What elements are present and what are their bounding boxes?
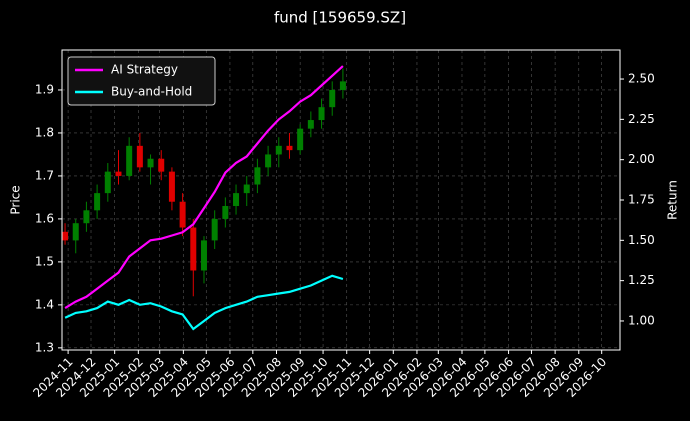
candle-body <box>115 171 122 176</box>
candle-body <box>286 145 293 151</box>
y-tick-label: 1.4 <box>35 297 54 311</box>
candle-body <box>233 193 240 207</box>
candle-body <box>158 158 165 172</box>
candle-body <box>297 128 304 151</box>
candle-body <box>243 184 250 194</box>
candle-body <box>339 81 346 90</box>
candle-body <box>318 107 325 121</box>
candle-body <box>275 145 282 155</box>
candle-body <box>136 145 143 168</box>
candle-body <box>147 158 154 168</box>
candle-body <box>83 210 90 224</box>
y2-tick-label: 1.50 <box>628 233 655 247</box>
candle-body <box>329 89 336 108</box>
y-tick-label: 1.7 <box>35 168 54 182</box>
legend-label: AI Strategy <box>111 63 178 77</box>
candle-body <box>307 120 314 129</box>
y-axis-label: Price <box>9 185 23 214</box>
candle-body <box>200 240 207 271</box>
candle-body <box>62 231 69 241</box>
series-line <box>64 65 344 310</box>
candle-body <box>222 206 229 219</box>
y2-tick-label: 2.00 <box>628 152 655 166</box>
y-tick-label: 1.6 <box>35 211 54 225</box>
legend-box <box>67 56 216 106</box>
y-tick-label: 1.9 <box>35 82 54 96</box>
y2-tick-label: 1.25 <box>628 273 655 287</box>
candle-body <box>179 201 186 228</box>
candle-body <box>94 193 101 211</box>
y2-tick-label: 2.25 <box>628 112 655 126</box>
y2-tick-label: 2.50 <box>628 72 655 86</box>
candle-body <box>190 227 197 271</box>
candle-body <box>104 171 111 194</box>
y-tick-label: 1.8 <box>35 125 54 139</box>
candle-body <box>254 167 261 185</box>
y-tick-label: 1.3 <box>35 340 54 354</box>
candle-body <box>126 145 133 176</box>
plot-frame <box>61 49 621 351</box>
candle-body <box>265 154 272 168</box>
y2-tick-label: 1.00 <box>628 313 655 327</box>
y2-axis-label: Return <box>666 180 680 220</box>
y-tick-label: 1.5 <box>35 254 54 268</box>
legend-label: Buy-and-Hold <box>111 85 192 99</box>
candle-body <box>168 171 175 202</box>
candle-body <box>72 223 79 241</box>
series-line <box>64 274 344 331</box>
y2-tick-label: 1.75 <box>628 193 655 207</box>
chart-title: fund [159659.SZ] <box>274 9 406 27</box>
candle-body <box>211 218 218 241</box>
